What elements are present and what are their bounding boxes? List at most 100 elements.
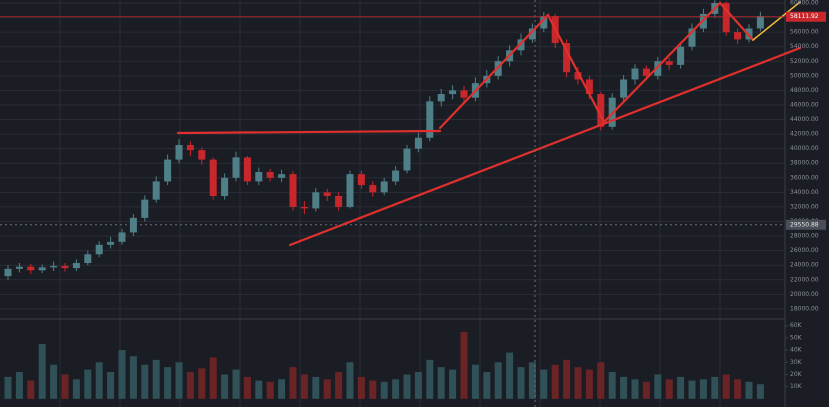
y-tick-label: 44000.00 [790, 116, 819, 123]
volume-bar [198, 368, 206, 399]
volume-bar [574, 367, 582, 399]
volume-bar [517, 367, 525, 399]
volume-bar [72, 379, 80, 399]
candle-body [164, 159, 172, 182]
volume-bar [50, 364, 58, 399]
volume-bar [15, 372, 23, 399]
volume-bar [426, 359, 434, 399]
volume-bar [665, 379, 673, 399]
candle-body [152, 181, 160, 200]
y-tick-label: 32000.00 [790, 203, 819, 210]
volume-bar [27, 380, 35, 399]
candle-body [118, 232, 126, 242]
volume-bar [346, 362, 354, 399]
candle-body [369, 185, 377, 193]
volume-bar [186, 372, 194, 399]
volume-bar [4, 376, 12, 399]
volume-bar [551, 364, 559, 399]
y-tick-label: 22000.00 [790, 276, 819, 283]
volume-bar [756, 384, 764, 399]
volume-bar [745, 381, 753, 399]
support-trendline [288, 46, 802, 247]
volume-bar [278, 379, 286, 399]
y-tick-label: 40000.00 [790, 145, 819, 152]
candle-body [15, 266, 23, 269]
volume-bar [369, 380, 377, 399]
volume-tick-label: 40K [790, 347, 803, 354]
volume-bar [597, 362, 605, 399]
volume-bar [243, 376, 251, 399]
candle-body [278, 174, 286, 178]
y-tick-label: 28000.00 [790, 233, 819, 240]
volume-bar [620, 376, 628, 399]
volume-bar [129, 356, 137, 399]
volume-bar [266, 381, 274, 399]
y-tick-label: 50000.00 [790, 72, 819, 79]
candle-body [437, 94, 445, 102]
candle-body [61, 265, 69, 269]
volume-bar [677, 376, 685, 399]
candle-body [107, 241, 115, 245]
volume-bar [61, 374, 69, 399]
volume-bar [608, 372, 616, 399]
volume-bar [437, 367, 445, 399]
candle-body [198, 150, 206, 160]
candle-body [665, 61, 673, 65]
volume-bar [141, 364, 149, 399]
volume-bar [483, 372, 491, 399]
candle-body [734, 32, 742, 40]
y-tick-label: 26000.00 [790, 247, 819, 254]
candle-body [4, 268, 12, 277]
volume-bar [711, 376, 719, 399]
volume-bar [221, 374, 229, 399]
y-tick-label: 38000.00 [790, 160, 819, 167]
candle-body [289, 174, 297, 207]
candle-body [426, 101, 434, 138]
candle-body [540, 16, 548, 29]
candle-body [688, 28, 696, 47]
volume-bar [209, 357, 217, 399]
y-tick-label: 46000.00 [790, 101, 819, 108]
volume-tick-label: 60K [790, 322, 803, 329]
volume-tick-label: 20K [790, 371, 803, 378]
candle-body [300, 206, 308, 209]
y-tick-label: 48000.00 [790, 87, 819, 94]
y-tick-label: 56000.00 [790, 29, 819, 36]
volume-bar [152, 359, 160, 399]
candle-body [756, 16, 764, 29]
volume-bar [175, 362, 183, 399]
volume-bar [449, 369, 457, 399]
volume-bar [642, 381, 650, 399]
candle-body [38, 267, 46, 271]
candle-body [722, 2, 730, 33]
candle-body [357, 174, 365, 186]
volume-bar [335, 372, 343, 399]
volume-bar [255, 380, 263, 399]
candle-body [312, 192, 320, 209]
candle-body [232, 157, 240, 178]
candle-body [403, 148, 411, 171]
candle-body [346, 174, 354, 207]
volume-bar [357, 376, 365, 399]
volume-bar [323, 379, 331, 399]
candle-body [27, 266, 35, 271]
y-tick-label: 42000.00 [790, 131, 819, 138]
volume-bar [232, 369, 240, 399]
y-tick-label: 34000.00 [790, 189, 819, 196]
volume-bar [471, 364, 479, 399]
candle-body [186, 145, 194, 151]
candle-body [631, 68, 639, 80]
volume-tick-label: 10K [790, 383, 803, 390]
candle-body [141, 199, 149, 218]
resistance-line [176, 129, 442, 135]
volume-bar [631, 379, 639, 399]
crosshair-badge [786, 219, 826, 230]
candle-body [175, 145, 183, 160]
y-tick-label: 20000.00 [790, 291, 819, 298]
volume-tick-label: 50K [790, 334, 803, 341]
volume-bar [734, 379, 742, 399]
candle-body [380, 181, 388, 193]
candle-body [84, 254, 92, 264]
